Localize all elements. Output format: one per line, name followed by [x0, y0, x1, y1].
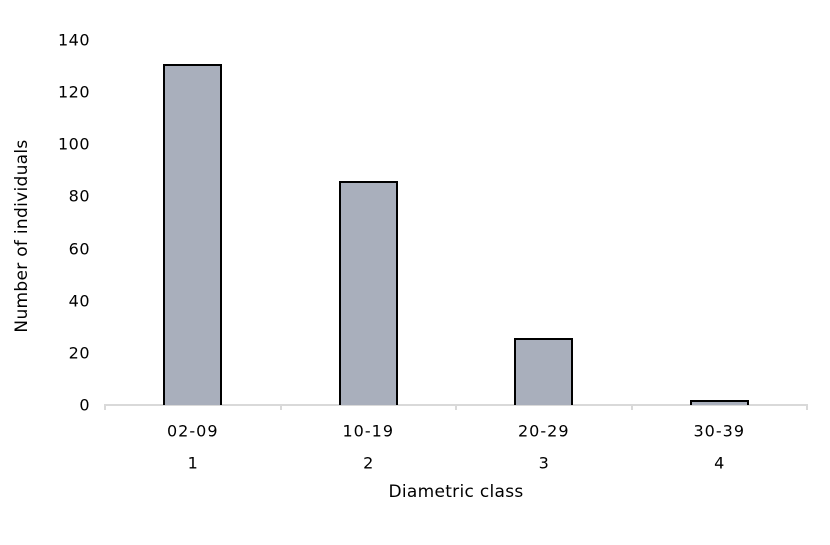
x-category-label: 30-39 — [693, 421, 745, 441]
bar-10-19 — [339, 181, 398, 405]
bar-20-29 — [514, 338, 573, 405]
x-axis-tick — [280, 404, 282, 410]
y-tick-label: 80 — [68, 186, 90, 206]
y-axis-title: Number of individuals — [12, 139, 32, 333]
y-tick-label: 0 — [79, 395, 90, 415]
x-axis-tick — [806, 404, 808, 410]
x-category-label: 10-19 — [342, 421, 394, 441]
x-axis-title: Diametric class — [388, 482, 524, 502]
x-category-label: 20-29 — [518, 421, 570, 441]
y-tick-label: 120 — [57, 82, 90, 102]
bar-30-39 — [690, 400, 749, 405]
bar-02-09 — [163, 64, 222, 405]
x-axis-tick — [631, 404, 633, 410]
x-category-number: 1 — [187, 453, 198, 473]
x-axis-tick — [455, 404, 457, 410]
y-tick-label: 20 — [68, 343, 90, 363]
x-category-number: 2 — [363, 453, 374, 473]
y-tick-label: 40 — [68, 291, 90, 311]
y-tick-label: 60 — [68, 239, 90, 259]
x-axis-tick — [104, 404, 106, 410]
x-category-number: 3 — [538, 453, 549, 473]
x-category-number: 4 — [714, 453, 725, 473]
y-tick-label: 100 — [57, 134, 90, 154]
x-category-label: 02-09 — [167, 421, 219, 441]
y-tick-label: 140 — [57, 30, 90, 50]
